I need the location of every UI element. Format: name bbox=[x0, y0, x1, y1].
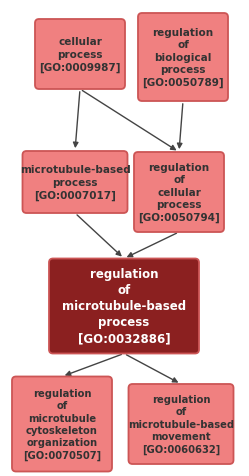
Text: regulation
of
biological
process
[GO:0050789]: regulation of biological process [GO:005… bbox=[142, 28, 224, 88]
FancyBboxPatch shape bbox=[12, 377, 112, 472]
FancyBboxPatch shape bbox=[22, 152, 127, 214]
Text: cellular
process
[GO:0009987]: cellular process [GO:0009987] bbox=[39, 38, 121, 72]
Text: regulation
of
microtubule-based
process
[GO:0032886]: regulation of microtubule-based process … bbox=[62, 268, 186, 345]
Text: regulation
of
microtubule-based
movement
[GO:0060632]: regulation of microtubule-based movement… bbox=[128, 394, 234, 454]
FancyBboxPatch shape bbox=[134, 153, 224, 232]
FancyBboxPatch shape bbox=[128, 384, 234, 464]
Text: regulation
of
microtubule
cytoskeleton
organization
[GO:0070507]: regulation of microtubule cytoskeleton o… bbox=[23, 388, 101, 460]
Text: regulation
of
cellular
process
[GO:0050794]: regulation of cellular process [GO:00507… bbox=[138, 163, 220, 222]
FancyBboxPatch shape bbox=[35, 20, 125, 90]
Text: microtubule-based
process
[GO:0007017]: microtubule-based process [GO:0007017] bbox=[20, 165, 130, 200]
FancyBboxPatch shape bbox=[138, 14, 228, 102]
FancyBboxPatch shape bbox=[49, 259, 199, 354]
